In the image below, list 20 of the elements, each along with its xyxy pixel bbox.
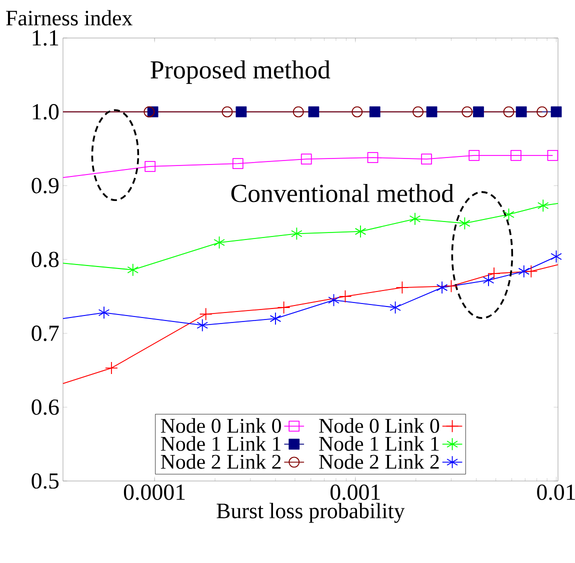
x-axis-title: Burst loss probability [216,502,405,523]
y-axis-title: Fairness index [6,10,132,26]
annotation: Proposed method [150,60,330,84]
legend-label: Node 0 Link 0 [319,418,440,433]
x-tick-label: 0.01 [537,484,575,500]
y-tick-label: 1.1 [32,30,58,46]
y-tick-label: 0.8 [32,252,59,268]
x-tick-label: 0.001 [330,484,380,500]
legend-label: Node 0 Link 0 [160,418,281,433]
y-tick-label: 0.5 [32,473,59,489]
y-tick-label: 0.6 [32,399,59,415]
y-tick-label: 1.0 [32,104,59,120]
legend-label: Node 1 Link 1 [160,436,280,451]
legend-label: Node 1 Link 1 [319,436,439,451]
y-tick-label: 0.7 [32,326,59,342]
legend-label: Node 2 Link 2 [160,454,281,469]
legend-label: Node 2 Link 2 [319,454,439,469]
annotation: Conventional method [231,184,454,202]
y-tick-label: 0.9 [32,178,59,194]
x-tick-label: 0.0001 [124,484,185,500]
